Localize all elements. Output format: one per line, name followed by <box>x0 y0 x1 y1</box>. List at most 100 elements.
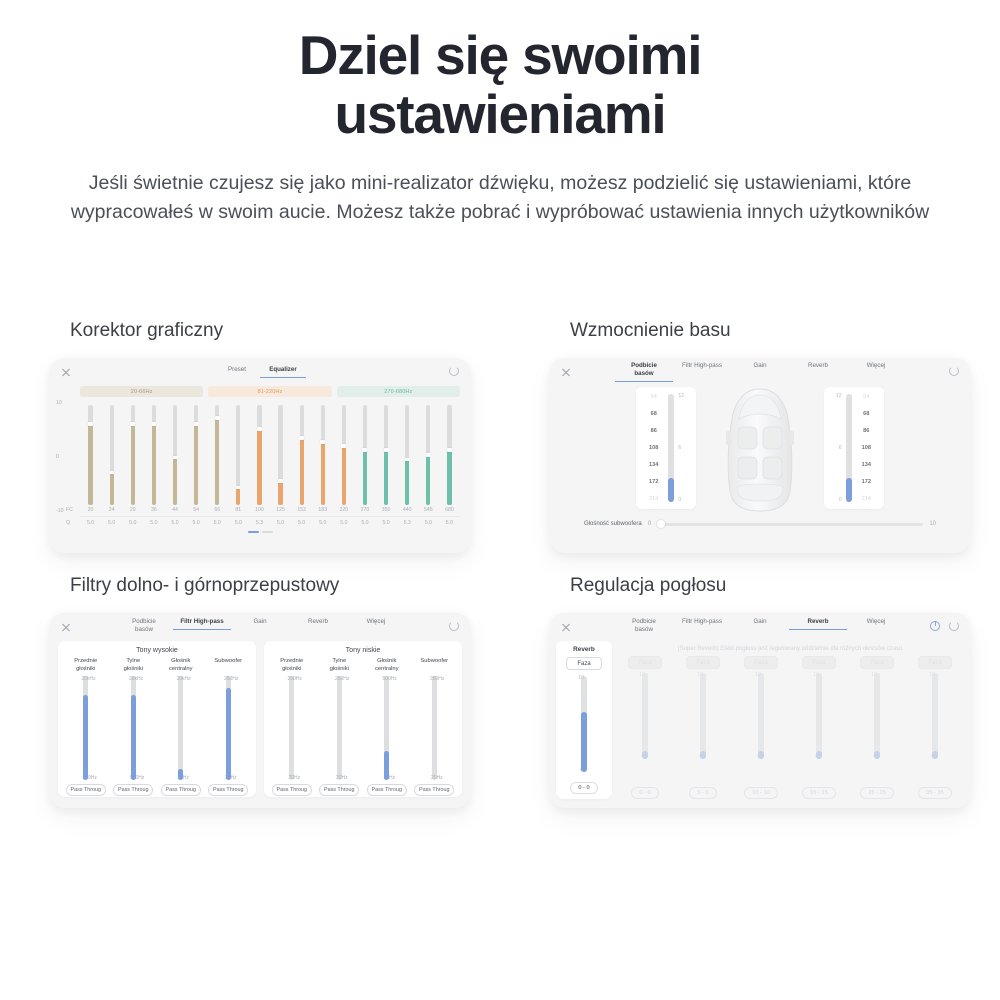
eq-slider[interactable] <box>101 405 122 505</box>
bass-frequency-option[interactable]: 68 <box>650 411 657 417</box>
tab-equalizer[interactable]: Equalizer <box>260 366 306 378</box>
bass-frequency-option[interactable]: 214 <box>649 496 659 502</box>
reverb-master-phase-button[interactable]: Faza <box>566 657 602 670</box>
eq-slider[interactable] <box>291 405 312 505</box>
reverb-slider[interactable]: 100 <box>806 672 832 782</box>
pass-through-button[interactable]: Pass Throug <box>366 784 407 796</box>
highpass-channel-slider[interactable]: 200Hz 20Hz <box>420 674 448 781</box>
reverb-phase-button[interactable]: Faza <box>918 656 952 669</box>
tab-więcej[interactable]: Więcej <box>366 617 386 625</box>
highpass-channel-slider[interactable]: 20kHz 500Hz <box>119 674 147 781</box>
tab-reverb[interactable]: Reverb <box>808 362 828 370</box>
tab-filtr-high-pass[interactable]: Filtr High-pass <box>682 362 722 370</box>
bass-frequency-option[interactable]: 54 <box>863 394 870 400</box>
eq-slider[interactable] <box>143 405 164 505</box>
tab-reverb[interactable]: Reverb <box>789 618 847 630</box>
highpass-channel-slider[interactable]: 20kHz 3kHz <box>167 674 195 781</box>
reverb-time-range[interactable]: 25 - 25 <box>860 787 894 799</box>
tab-więcej[interactable]: Więcej <box>866 362 886 370</box>
eq-slider[interactable] <box>80 405 101 505</box>
eq-slider[interactable] <box>439 405 460 505</box>
bass-frequency-option[interactable]: 54 <box>650 394 657 400</box>
bass-slider-right[interactable] <box>845 394 852 502</box>
tab-gain[interactable]: Gain <box>253 617 267 625</box>
eq-slider[interactable] <box>270 405 291 505</box>
bass-slider-left[interactable] <box>668 394 675 502</box>
reverb-master-slider[interactable]: 10 0 <box>571 675 597 777</box>
refresh-icon[interactable] <box>949 621 959 631</box>
tab-reverb[interactable]: Reverb <box>308 617 328 625</box>
reverb-time-range[interactable]: 0 - 0 <box>631 787 659 799</box>
tab-filtr-high-pass[interactable]: Filtr High-pass <box>682 617 722 625</box>
reverb-time-range[interactable]: 10 - 10 <box>744 787 778 799</box>
pager-dot-1[interactable] <box>247 531 259 533</box>
reverb-slider[interactable]: 100 <box>864 672 890 782</box>
reverb-phase-button[interactable]: Faza <box>628 656 662 669</box>
tab-podbicie-basów[interactable]: Podbicie basów <box>615 362 673 382</box>
close-icon[interactable] <box>561 367 571 377</box>
reverb-slider[interactable]: 100 <box>748 672 774 782</box>
pass-through-button[interactable]: Pass Throug <box>414 784 455 796</box>
highpass-channel-slider[interactable]: 250Hz 20Hz <box>325 674 353 781</box>
bass-frequency-option[interactable]: 108 <box>861 445 871 451</box>
tab-więcej[interactable]: Więcej <box>866 617 886 625</box>
pass-through-button[interactable]: Pass Throug <box>271 784 312 796</box>
highpass-tabs[interactable]: Podbicie basów Filtr High-pass Gain Reverb W… <box>115 618 405 637</box>
power-icon[interactable] <box>930 620 940 631</box>
pass-through-button[interactable]: Pass Throug <box>160 784 201 796</box>
eq-slider[interactable] <box>333 405 354 505</box>
eq-slider[interactable] <box>376 405 397 505</box>
reverb-slider[interactable]: 100 <box>632 672 658 782</box>
refresh-icon[interactable] <box>449 621 459 631</box>
bass-frequency-option[interactable]: 68 <box>863 411 870 417</box>
reverb-time-range[interactable]: 15 - 15 <box>802 787 836 799</box>
eq-slider[interactable] <box>186 405 207 505</box>
tab-podbicie-basów[interactable]: Podbicie basów <box>632 617 656 633</box>
bass-frequency-list-left[interactable]: 54 68 86 108 134 172 214 <box>642 394 665 502</box>
bass-frequency-option[interactable]: 86 <box>650 428 657 434</box>
highpass-channel-slider[interactable]: 250Hz 20Hz <box>214 674 242 781</box>
bass-frequency-option[interactable]: 172 <box>861 479 871 485</box>
bass-tabs[interactable]: Podbicie basów Filtr High-pass Gain Reverb W… <box>615 362 905 382</box>
bass-frequency-list-right[interactable]: 54 68 86 108 134 172 214 <box>855 394 878 502</box>
reverb-slider[interactable]: 100 <box>922 672 948 782</box>
close-icon[interactable] <box>61 622 71 632</box>
bass-frequency-option[interactable]: 134 <box>861 462 871 468</box>
highpass-channel-slider[interactable]: 20kHz 500Hz <box>72 674 100 781</box>
eq-slider[interactable] <box>397 405 418 505</box>
eq-slider[interactable] <box>207 405 228 505</box>
highpass-channel-slider[interactable]: 500Hz 20Hz <box>373 674 401 781</box>
equalizer-pager[interactable] <box>60 531 460 533</box>
pager-dot-2[interactable] <box>261 531 273 533</box>
eq-slider[interactable] <box>164 405 185 505</box>
eq-slider[interactable] <box>249 405 270 505</box>
refresh-icon[interactable] <box>449 366 459 376</box>
reverb-time-range[interactable]: 5 - 5 <box>689 787 717 799</box>
bass-frequency-option[interactable]: 214 <box>861 496 871 502</box>
bass-frequency-option[interactable]: 172 <box>649 479 659 485</box>
bass-frequency-option[interactable]: 108 <box>649 445 659 451</box>
reverb-tabs[interactable]: Podbicie basów Filtr High-pass Gain Reverb W… <box>615 618 905 637</box>
eq-slider[interactable] <box>354 405 375 505</box>
close-icon[interactable] <box>61 367 71 377</box>
bass-frequency-option[interactable]: 86 <box>863 428 870 434</box>
pass-through-button[interactable]: Pass Throug <box>65 784 106 796</box>
reverb-phase-button[interactable]: Faza <box>802 656 836 669</box>
eq-slider[interactable] <box>312 405 333 505</box>
subwoofer-slider-knob[interactable] <box>657 520 666 528</box>
refresh-icon[interactable] <box>949 366 959 376</box>
tab-podbicie-basów[interactable]: Podbicie basów <box>132 617 156 633</box>
equalizer-sliders[interactable] <box>80 397 460 505</box>
reverb-slider[interactable]: 100 <box>690 672 716 782</box>
tab-gain[interactable]: Gain <box>753 617 767 625</box>
highpass-channel-slider[interactable]: 250Hz 20Hz <box>278 674 306 781</box>
pass-through-button[interactable]: Pass Throug <box>113 784 154 796</box>
eq-slider[interactable] <box>418 405 439 505</box>
eq-slider[interactable] <box>122 405 143 505</box>
tab-filtr-high-pass[interactable]: Filtr High-pass <box>173 618 231 630</box>
reverb-master-time[interactable]: 0 - 0 <box>570 782 598 794</box>
reverb-phase-button[interactable]: Faza <box>860 656 894 669</box>
eq-slider[interactable] <box>228 405 249 505</box>
reverb-phase-button[interactable]: Faza <box>686 656 720 669</box>
reverb-time-range[interactable]: 35 - 35 <box>918 787 952 799</box>
